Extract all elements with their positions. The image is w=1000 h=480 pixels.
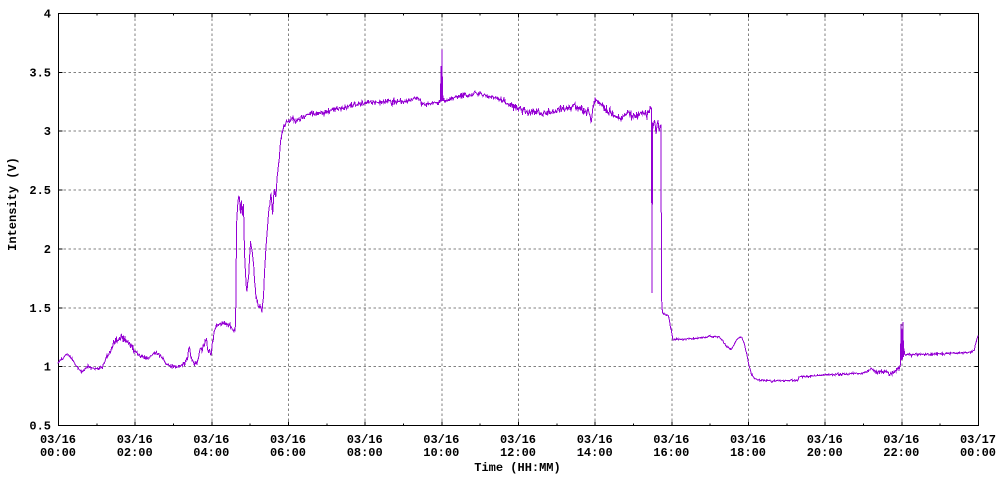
svg-text:16:00: 16:00 — [653, 446, 689, 460]
svg-text:20:00: 20:00 — [807, 446, 843, 460]
svg-text:03/16: 03/16 — [347, 433, 383, 447]
svg-text:3.5: 3.5 — [29, 66, 51, 80]
svg-text:1: 1 — [44, 361, 51, 375]
svg-text:10:00: 10:00 — [423, 446, 459, 460]
svg-text:03/16: 03/16 — [117, 433, 153, 447]
svg-text:03/16: 03/16 — [270, 433, 306, 447]
svg-text:22:00: 22:00 — [883, 446, 919, 460]
svg-text:03/16: 03/16 — [40, 433, 76, 447]
svg-text:03/16: 03/16 — [193, 433, 229, 447]
svg-text:03/16: 03/16 — [883, 433, 919, 447]
svg-text:03/16: 03/16 — [730, 433, 766, 447]
svg-text:2: 2 — [44, 243, 51, 257]
svg-text:4: 4 — [44, 8, 51, 22]
svg-text:00:00: 00:00 — [40, 446, 76, 460]
svg-text:0.5: 0.5 — [29, 420, 51, 434]
svg-text:1.5: 1.5 — [29, 302, 51, 316]
svg-text:03/16: 03/16 — [423, 433, 459, 447]
svg-text:02:00: 02:00 — [117, 446, 153, 460]
svg-text:03/17: 03/17 — [960, 433, 996, 447]
svg-text:Time (HH:MM): Time (HH:MM) — [474, 461, 560, 475]
svg-text:04:00: 04:00 — [193, 446, 229, 460]
svg-text:03/16: 03/16 — [500, 433, 536, 447]
svg-text:14:00: 14:00 — [577, 446, 613, 460]
svg-text:Intensity (V): Intensity (V) — [6, 157, 20, 251]
svg-text:03/16: 03/16 — [807, 433, 843, 447]
svg-text:18:00: 18:00 — [730, 446, 766, 460]
svg-text:00:00: 00:00 — [960, 446, 996, 460]
svg-text:06:00: 06:00 — [270, 446, 306, 460]
svg-text:12:00: 12:00 — [500, 446, 536, 460]
svg-text:3: 3 — [44, 125, 51, 139]
svg-text:03/16: 03/16 — [577, 433, 613, 447]
svg-text:08:00: 08:00 — [347, 446, 383, 460]
svg-text:2.5: 2.5 — [29, 184, 51, 198]
svg-text:03/16: 03/16 — [653, 433, 689, 447]
